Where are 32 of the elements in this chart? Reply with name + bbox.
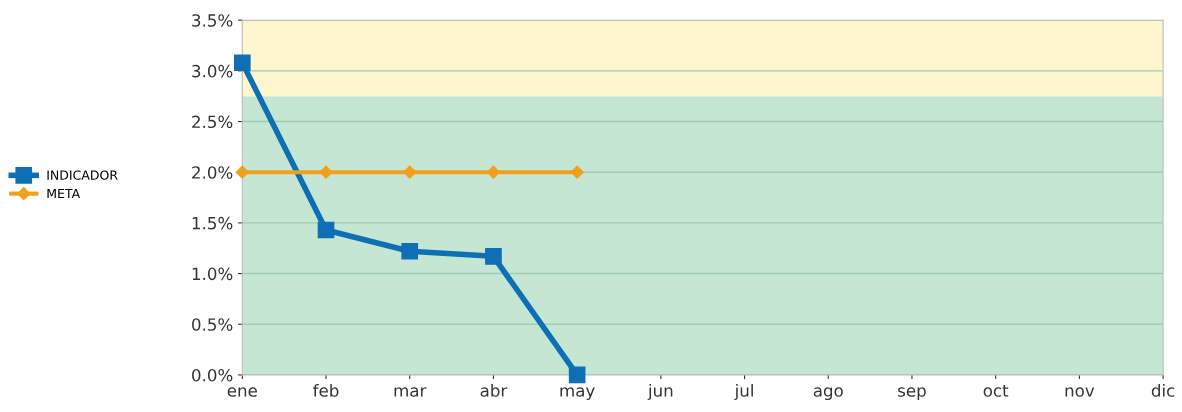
x-tick-label: feb	[313, 383, 339, 397]
point	[403, 165, 417, 179]
y-tick-label: 0.5%	[192, 318, 233, 331]
y-tick-label: 0.0%	[192, 368, 233, 382]
x-tick-label: abr	[480, 383, 508, 397]
point	[568, 366, 586, 384]
point	[317, 221, 335, 239]
x-tick-label: mar	[394, 387, 427, 397]
point	[570, 165, 584, 179]
x-tick-label: jun	[647, 383, 673, 401]
y-tick-label: 2.5%	[192, 115, 233, 129]
point	[235, 165, 249, 179]
x-tick-label: sep	[898, 387, 926, 401]
legend-label: META	[47, 188, 81, 199]
point	[486, 165, 501, 179]
y-tick-label: 3.5%	[192, 14, 233, 27]
point	[233, 54, 251, 72]
legend-label: INDICADOR	[47, 170, 118, 180]
point	[319, 165, 333, 179]
x-tick-label: ene	[227, 387, 257, 397]
x-tick-label: ago	[813, 387, 843, 401]
y-tick-label: 3.0%	[192, 64, 233, 78]
y-tick-label: 1.0%	[192, 267, 233, 281]
x-tick-label: jul	[734, 383, 753, 401]
y-tick-label: 2.0%	[192, 166, 233, 179]
x-tick-label: dic	[1151, 383, 1175, 397]
y-tick-label: 1.5%	[192, 216, 233, 230]
point	[485, 248, 502, 265]
point	[401, 242, 419, 260]
x-tick-label: oct	[983, 384, 1009, 397]
x-tick-label: may	[560, 387, 595, 401]
x-tick-label: nov	[1065, 387, 1095, 397]
